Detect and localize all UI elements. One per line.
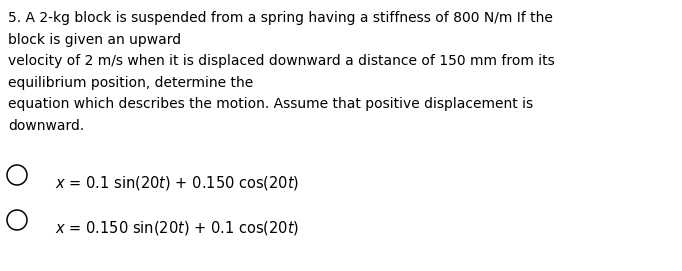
- Text: $x$ = 0.1 sin(20$t$) + 0.150 cos(20$t$): $x$ = 0.1 sin(20$t$) + 0.150 cos(20$t$): [55, 174, 299, 192]
- Text: $x$ = 0.150 sin(20$t$) + 0.1 cos(20$t$): $x$ = 0.150 sin(20$t$) + 0.1 cos(20$t$): [55, 219, 299, 237]
- Text: equation which describes the motion. Assume that positive displacement is: equation which describes the motion. Ass…: [8, 97, 533, 111]
- Text: velocity of 2 m/s when it is displaced downward a distance of 150 mm from its: velocity of 2 m/s when it is displaced d…: [8, 54, 554, 68]
- Text: equilibrium position, determine the: equilibrium position, determine the: [8, 76, 253, 90]
- Text: downward.: downward.: [8, 119, 85, 133]
- Text: 5. A 2-kg block is suspended from a spring having a stiffness of 800 N/m If the: 5. A 2-kg block is suspended from a spri…: [8, 11, 553, 25]
- Text: block is given an upward: block is given an upward: [8, 33, 181, 47]
